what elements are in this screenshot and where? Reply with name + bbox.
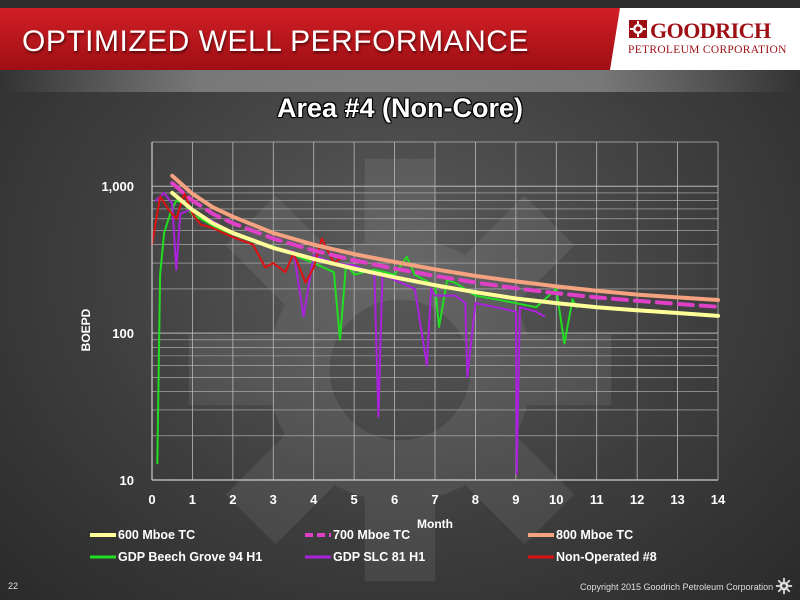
series-line-gdp-beech-grove-94-h1	[156, 199, 578, 465]
x-tick-label: 3	[270, 492, 277, 507]
y-axis-title: BOEPD	[79, 308, 93, 351]
x-tick-label: 13	[670, 492, 684, 507]
x-tick-label: 9	[512, 492, 519, 507]
legend-label: GDP Beech Grove 94 H1	[118, 550, 262, 564]
x-tick-label: 2	[229, 492, 236, 507]
x-tick-label: 4	[310, 492, 318, 507]
company-logo: GOODRICH PETROLEUM CORPORATION	[610, 8, 800, 70]
x-tick-label: 12	[630, 492, 644, 507]
slide-title: OPTIMIZED WELL PERFORMANCE	[22, 25, 529, 58]
logo-name: GOODRICH	[650, 18, 771, 43]
goodrich-gear-icon	[629, 20, 647, 38]
header-fade-band	[0, 70, 800, 92]
x-tick-label: 5	[351, 492, 358, 507]
x-tick-label: 0	[148, 492, 155, 507]
legend-label: GDP SLC 81 H1	[333, 550, 425, 564]
x-axis-title: Month	[417, 517, 453, 531]
copyright-text: Copyright 2015 Goodrich Petroleum Corpor…	[580, 582, 774, 592]
chart-title: Area #4 (Non-Core)	[276, 93, 524, 123]
series-line-600-mboe-tc	[170, 190, 720, 318]
gear-icon	[775, 577, 793, 595]
x-tick-label: 11	[590, 492, 604, 507]
legend-label: 600 Mboe TC	[118, 528, 195, 542]
x-tick-label: 1	[189, 492, 196, 507]
legend-label: 800 Mboe TC	[556, 528, 633, 542]
page-number: 22	[8, 581, 19, 591]
series-line-800-mboe-tc	[170, 173, 720, 302]
series-line-non-operated-8	[151, 191, 343, 284]
x-tick-label: 7	[431, 492, 438, 507]
chart-legend: 600 Mboe TC 700 Mboe TC 800 Mboe TC GDP Bee…	[90, 528, 657, 564]
legend-label: Non-Operated #8	[556, 550, 657, 564]
header-banner: OPTIMIZED WELL PERFORMANCE GOODRICH PETR…	[0, 8, 800, 70]
series-lines	[151, 173, 720, 475]
legend-label: 700 Mboe TC	[333, 528, 410, 542]
x-tick-label: 8	[472, 492, 479, 507]
x-tick-label: 14	[711, 492, 726, 507]
y-tick-label: 10	[120, 473, 134, 488]
y-tick-label: 1,000	[101, 179, 134, 194]
x-tick-label: 10	[549, 492, 563, 507]
logo-subtitle: PETROLEUM CORPORATION	[628, 44, 787, 56]
top-strip	[0, 0, 800, 8]
series-line-700-mboe-tc	[170, 181, 720, 309]
x-tick-label: 6	[391, 492, 398, 507]
y-tick-label: 100	[112, 326, 134, 341]
